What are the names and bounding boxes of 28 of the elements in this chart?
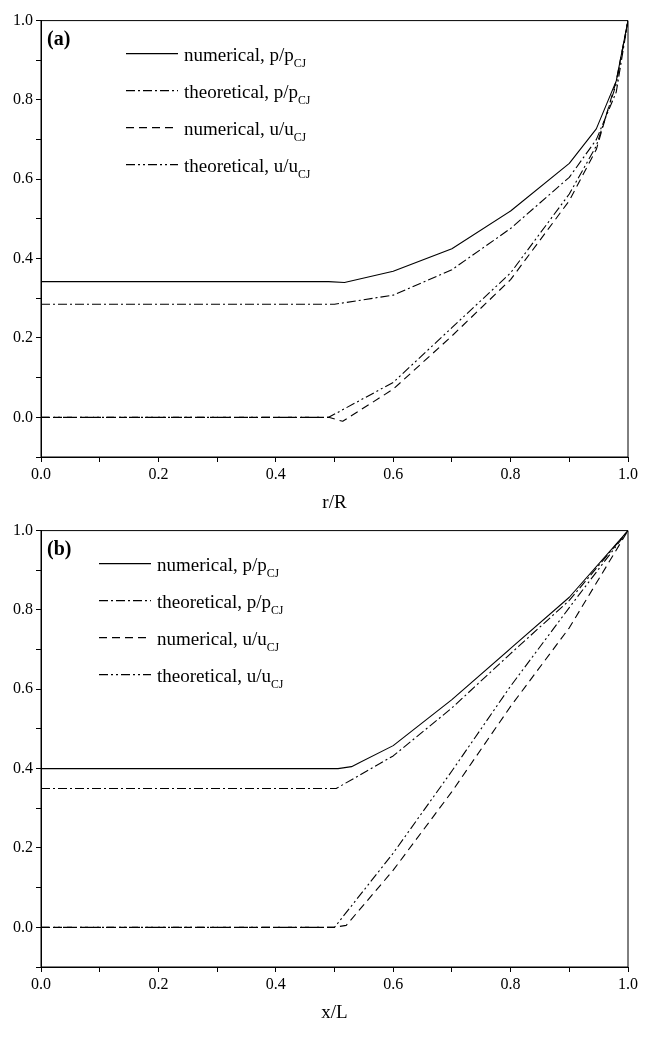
y-tick-label: 0.2 bbox=[13, 838, 33, 856]
x-tick-label: 0.8 bbox=[500, 974, 521, 992]
y-tick-label: 0.4 bbox=[13, 248, 33, 266]
y-tick-label: 0.8 bbox=[13, 600, 33, 618]
x-axis-title: r/R bbox=[322, 490, 347, 512]
x-tick-label: 0.8 bbox=[500, 464, 521, 482]
y-tick-label: 1.0 bbox=[13, 520, 33, 538]
annotation: (a) bbox=[47, 26, 71, 50]
x-tick-label: 0.2 bbox=[148, 464, 169, 482]
y-tick-label: 0.0 bbox=[13, 407, 33, 425]
x-tick-label: 0.6 bbox=[383, 464, 404, 482]
y-tick-label: 0.4 bbox=[13, 758, 33, 776]
y-tick-label: 1.0 bbox=[13, 10, 33, 28]
y-tick-label: 0.0 bbox=[13, 917, 33, 935]
x-axis-title: x/L bbox=[321, 1000, 348, 1022]
x-tick-label: 1.0 bbox=[618, 464, 638, 482]
y-tick-label: 0.8 bbox=[13, 90, 33, 108]
x-tick-label: 0.4 bbox=[265, 974, 286, 992]
x-tick-label: 0.0 bbox=[31, 974, 51, 992]
x-tick-label: 0.4 bbox=[265, 464, 286, 482]
y-tick-label: 0.2 bbox=[13, 328, 33, 346]
y-tick-label: 0.6 bbox=[13, 679, 33, 697]
x-tick-label: 1.0 bbox=[618, 974, 638, 992]
annotation: (b) bbox=[47, 536, 72, 560]
x-tick-label: 0.0 bbox=[31, 464, 51, 482]
y-tick-label: 0.6 bbox=[13, 169, 33, 187]
x-tick-label: 0.6 bbox=[383, 974, 404, 992]
x-tick-label: 0.2 bbox=[148, 974, 169, 992]
